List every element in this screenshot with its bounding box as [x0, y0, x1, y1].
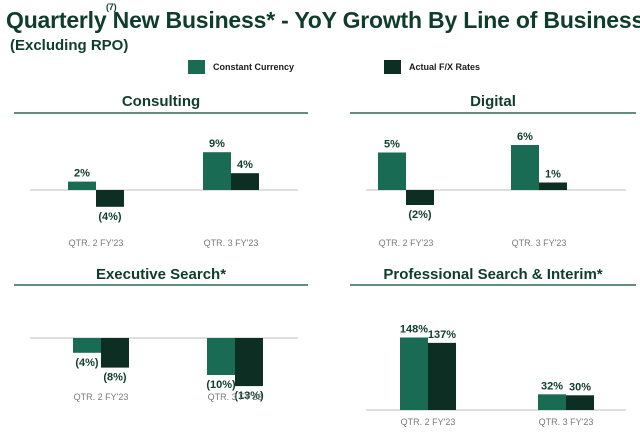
- data-label: 9%: [209, 138, 225, 150]
- category-label: QTR. 2 FY'23: [379, 238, 434, 248]
- data-label: (10%): [206, 379, 236, 391]
- data-label: 30%: [569, 381, 591, 393]
- data-label: (4%): [75, 357, 99, 369]
- chart-title-executive-search: Executive Search*: [96, 266, 226, 283]
- chart-professional-search: Professional Search & Interim* 148% 137% QT…: [350, 266, 636, 427]
- legend-actual-fx: Actual F/X Rates: [384, 60, 480, 74]
- bar-constant-currency: [203, 152, 231, 190]
- bar-actual-fx: [96, 190, 124, 207]
- bar-actual-fx: [428, 342, 456, 410]
- data-label: 32%: [541, 380, 563, 392]
- data-label: 1%: [545, 169, 561, 181]
- legend-swatch-actual-fx: [384, 60, 401, 74]
- legend-label-actual-fx: Actual F/X Rates: [409, 62, 481, 72]
- category-label: QTR. 2 FY'23: [74, 392, 129, 402]
- title-footnote: (7): [106, 2, 117, 12]
- chart-title-digital: Digital: [470, 93, 516, 110]
- bar-actual-fx: [406, 190, 434, 205]
- bar-actual-fx: [231, 173, 259, 190]
- data-label: (8%): [103, 372, 127, 384]
- data-label: 2%: [74, 168, 90, 180]
- chart-consulting: Consulting 2% (4%) QTR. 2 FY'23 9% 4% QTR. 3 F…: [14, 93, 308, 248]
- category-label: QTR. 2 FY'23: [69, 238, 124, 248]
- page-subtitle: (Excluding RPO): [10, 37, 129, 54]
- data-label: 5%: [384, 139, 400, 151]
- legend-label-constant-currency: Constant Currency: [213, 62, 295, 72]
- bar-actual-fx: [539, 182, 567, 190]
- page-title: Quarterly New Business* - YoY Growth By …: [6, 2, 640, 34]
- bar-constant-currency: [68, 181, 96, 190]
- category-label: QTR. 3 FY'23: [204, 238, 259, 248]
- data-label: 148%: [400, 323, 428, 335]
- data-label: (4%): [98, 211, 122, 223]
- data-label: 4%: [237, 159, 253, 171]
- legend-constant-currency: Constant Currency: [188, 60, 294, 74]
- category-label: QTR. 3 FY'23: [208, 392, 263, 402]
- bar-constant-currency: [511, 145, 539, 190]
- category-label: QTR. 2 FY'23: [401, 417, 456, 427]
- category-label: QTR. 3 FY'23: [512, 238, 567, 248]
- chart-executive-search: Executive Search* (4%) (8%) QTR. 2 FY'23 (10…: [14, 266, 308, 402]
- chart-digital: Digital 5% (2%) QTR. 2 FY'23 6% 1% QTR. 3 FY'2…: [350, 93, 636, 248]
- chart-title-consulting: Consulting: [122, 93, 200, 110]
- bar-actual-fx: [235, 338, 263, 387]
- data-label: (13%): [234, 390, 264, 402]
- data-label: 137%: [428, 329, 456, 341]
- bar-constant-currency: [400, 337, 428, 410]
- category-label: QTR. 3 FY'23: [539, 417, 594, 427]
- chart-title-professional-search: Professional Search & Interim*: [383, 266, 602, 283]
- bar-actual-fx: [566, 395, 594, 410]
- bar-constant-currency: [378, 152, 406, 190]
- page-title-text: Quarterly New Business* - YoY Growth By …: [6, 7, 640, 33]
- bar-constant-currency: [73, 338, 101, 353]
- bar-constant-currency: [538, 394, 566, 410]
- bar-constant-currency: [207, 338, 235, 375]
- bar-actual-fx: [101, 338, 129, 368]
- data-label: (2%): [408, 209, 432, 221]
- data-label: 6%: [517, 131, 533, 143]
- legend-swatch-constant-currency: [188, 60, 205, 74]
